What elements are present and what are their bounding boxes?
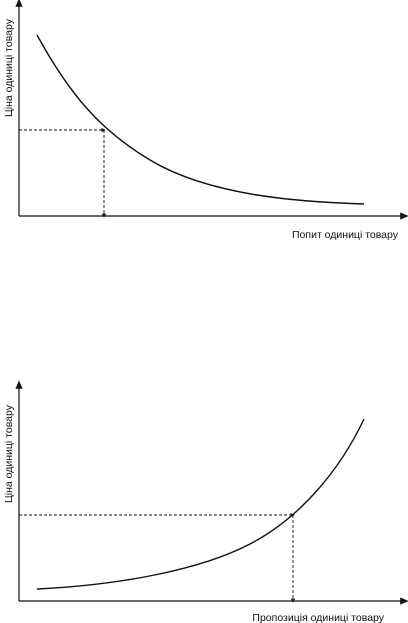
supply-chart: Ціна одиниці товару Пропозиція одиниці т… xyxy=(0,380,408,623)
y-axis-label: Ціна одиниці товару xyxy=(3,18,15,117)
x-axis-label: Попит одиниці товару xyxy=(292,229,399,241)
demand-chart: Ціна одиниці товару Попит одиниці товару xyxy=(0,0,408,250)
y-axis-label: Ціна одиниці товару xyxy=(3,404,15,503)
x-axis-label: Пропозиція одиниці товару xyxy=(252,612,384,623)
demand-chart-svg: Ціна одиниці товару Попит одиниці товару xyxy=(3,0,408,241)
supply-curve xyxy=(36,418,365,590)
demand-curve xyxy=(36,34,365,205)
supply-chart-svg: Ціна одиниці товару Пропозиція одиниці т… xyxy=(3,380,408,623)
